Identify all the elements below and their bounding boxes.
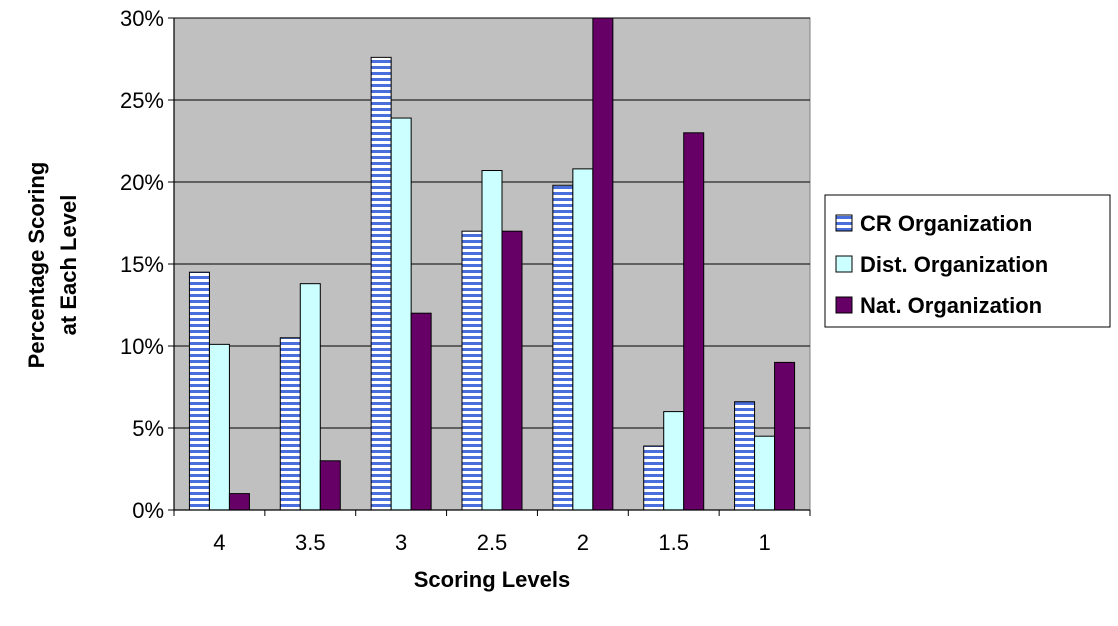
bar-cr-organization-2.5 [461, 230, 483, 511]
y-tick-label: 25% [120, 88, 164, 113]
x-tick-label: 3 [395, 530, 407, 555]
bar-cr-organization-4 [188, 271, 210, 511]
bar-nat-organization-1 [774, 361, 796, 511]
legend-label: Dist. Organization [860, 252, 1048, 277]
x-tick-labels: 4 3.5 3 2.5 2 1.5 1 [213, 530, 770, 555]
x-tick-label: 1.5 [658, 530, 689, 555]
bars [188, 17, 796, 511]
y-tick-label: 30% [120, 6, 164, 31]
bar-nat-organization-3.5 [319, 460, 341, 511]
legend-box [824, 194, 1111, 328]
y-tick-labels: 0% 5% 10% 15% 20% 25% 30% [120, 6, 164, 523]
bar-dist-organization-2 [572, 168, 594, 511]
x-tick-label: 4 [213, 530, 225, 555]
y-axis-title-line-2: at Each Level [56, 195, 81, 336]
legend-swatch [835, 296, 853, 314]
bar-dist-organization-2.5 [481, 170, 503, 511]
y-tick-label: 15% [120, 252, 164, 277]
y-tick-label: 10% [120, 334, 164, 359]
legend-swatch [835, 214, 853, 232]
bar-dist-organization-3 [390, 117, 412, 511]
bar-nat-organization-1.5 [683, 132, 705, 511]
x-tick-label: 1 [758, 530, 770, 555]
bar-cr-organization-2 [552, 184, 574, 511]
bar-dist-organization-4 [208, 343, 230, 511]
y-axis-title: Percentage Scoring at Each Level [24, 162, 81, 369]
x-axis-title: Scoring Levels [414, 567, 571, 592]
bar-nat-organization-4 [228, 493, 250, 511]
x-tick-label: 2 [577, 530, 589, 555]
legend-swatch [835, 255, 853, 273]
bar-dist-organization-3.5 [299, 283, 321, 511]
bar-cr-organization-3 [370, 56, 392, 511]
bar-dist-organization-1 [754, 435, 776, 511]
bar-cr-organization-1 [734, 401, 756, 511]
bar-nat-organization-2 [592, 17, 614, 511]
bar-cr-organization-1.5 [643, 445, 665, 511]
legend: CR Organization Dist. Organization Nat. Or… [824, 194, 1111, 328]
bar-nat-organization-2.5 [501, 230, 523, 511]
y-tick-label: 0% [132, 498, 164, 523]
bar-cr-organization-3.5 [279, 337, 301, 511]
axes [168, 17, 811, 516]
y-tick-label: 5% [132, 416, 164, 441]
bar-dist-organization-1.5 [663, 411, 685, 511]
y-axis-title-line-1: Percentage Scoring [24, 162, 49, 369]
x-tick-label: 2.5 [477, 530, 508, 555]
legend-label: Nat. Organization [860, 293, 1042, 318]
legend-label: CR Organization [860, 211, 1032, 236]
bar-nat-organization-3 [410, 312, 432, 511]
y-tick-label: 20% [120, 170, 164, 195]
x-tick-label: 3.5 [295, 530, 326, 555]
